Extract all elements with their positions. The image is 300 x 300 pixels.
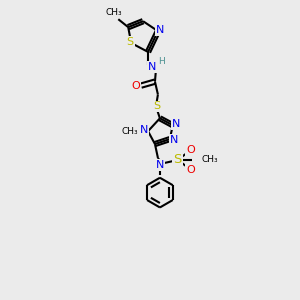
Text: N: N <box>169 135 178 145</box>
Text: N: N <box>140 125 148 135</box>
Text: N: N <box>148 62 156 72</box>
Text: CH₃: CH₃ <box>122 127 139 136</box>
Text: S: S <box>127 37 134 47</box>
Text: N: N <box>156 25 164 35</box>
Text: S: S <box>153 101 161 111</box>
Text: N: N <box>156 160 164 170</box>
Text: H: H <box>158 57 165 66</box>
Text: O: O <box>186 165 195 175</box>
Text: N: N <box>172 119 180 129</box>
Text: S: S <box>174 153 182 167</box>
Text: O: O <box>132 81 140 91</box>
Text: CH₃: CH₃ <box>202 155 218 164</box>
Text: CH₃: CH₃ <box>105 8 122 17</box>
Text: O: O <box>186 145 195 155</box>
